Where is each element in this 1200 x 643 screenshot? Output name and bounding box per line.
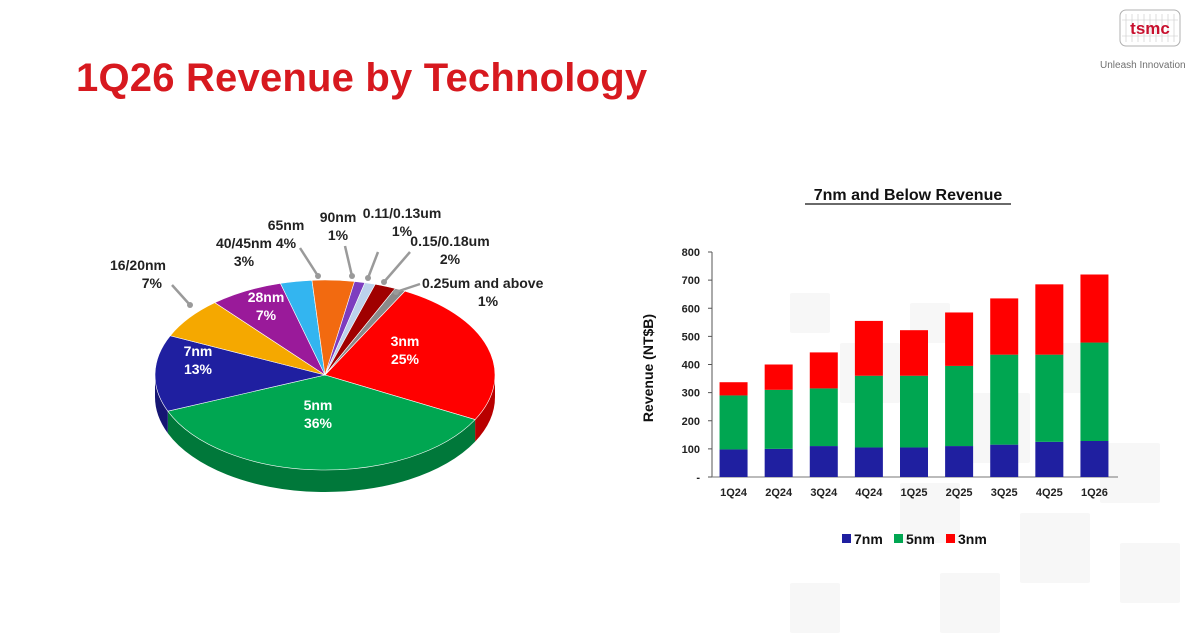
pie-slice-5nm <box>167 374 476 471</box>
bar-5nm-1q26 <box>1080 342 1109 441</box>
bar-3nm-4q24 <box>854 320 883 376</box>
logo-text: tsmc <box>1130 19 1170 38</box>
bar-5nm-4q25 <box>1035 354 1064 442</box>
bar-7nm-1q24 <box>719 449 748 477</box>
bar-7nm-4q24 <box>854 447 883 477</box>
bar-7nm-1q26 <box>1080 441 1109 477</box>
x-tick-label: 2Q24 <box>765 487 793 499</box>
bar-5nm-2q25 <box>945 365 974 447</box>
x-tick-label: 4Q25 <box>1036 487 1063 499</box>
pie-leader-0-11-0-13um <box>366 251 380 279</box>
pie-side-3nm <box>475 375 495 442</box>
bar-5nm-3q25 <box>990 354 1019 445</box>
bar-chart-title: 7nm and Below Revenue <box>814 187 1003 204</box>
x-tick-label: 2Q25 <box>946 487 973 499</box>
pie-leader-16-20nm <box>171 284 191 306</box>
pie-label-0-11-0-13um: 0.11/0.13um <box>363 205 442 221</box>
pie-value-3nm: 25% <box>391 351 420 367</box>
bar-3nm-3q25 <box>990 298 1019 355</box>
legend-label-7nm: 7nm <box>854 531 883 547</box>
pie-slice-7nm <box>154 335 326 412</box>
y-tick-label: - <box>696 472 700 484</box>
pie-label-90nm: 90nm <box>320 209 357 225</box>
pie-value-0-11-0-13um: 1% <box>392 223 413 239</box>
pie-leader-dot-16-20nm <box>187 302 193 308</box>
bar-7nm-2q25 <box>945 446 974 477</box>
pie-leader-dot-0-15-0-18um <box>381 279 387 285</box>
bar-7nm-4q25 <box>1035 441 1064 477</box>
pie-leader-90nm <box>343 245 354 277</box>
x-tick-label: 3Q24 <box>810 487 838 499</box>
pie-chart: 3nm 25% 5nm 36% 7nm 13% 16/20nm 7% 28nm 7% 40/45nm… <box>110 205 544 492</box>
pie-value-65nm: 4% <box>276 235 297 251</box>
bar-5nm-4q24 <box>854 375 883 448</box>
pie-label-65nm: 65nm <box>268 217 305 233</box>
bar-7nm-1q25 <box>900 447 928 477</box>
pie-side-7nm <box>155 375 168 434</box>
y-tick-label: 100 <box>682 444 700 456</box>
pie-label-7nm: 7nm <box>184 343 213 359</box>
bar-3nm-1q24 <box>719 382 748 396</box>
bar-5nm-3q24 <box>809 388 838 447</box>
y-tick-label: 700 <box>682 275 700 287</box>
pie-leader-dot-90nm <box>349 273 355 279</box>
page-title: 1Q26 Revenue by Technology <box>76 56 648 100</box>
pie-label-16-20nm: 16/20nm <box>110 257 166 273</box>
y-tick-label: 300 <box>682 388 700 400</box>
bar-3nm-2q24 <box>764 364 793 390</box>
legend-label-5nm: 5nm <box>906 531 935 547</box>
pie-leader-0-25um-and-above <box>395 282 421 294</box>
pie-leader-dot-0-25um-and-above <box>393 289 399 295</box>
y-tick-label: 600 <box>682 303 700 315</box>
x-tick-label: 1Q26 <box>1081 487 1108 499</box>
pie-side-5nm <box>167 411 476 492</box>
bar-3nm-1q26 <box>1080 274 1109 343</box>
x-tick-label: 1Q24 <box>720 487 748 499</box>
bar-5nm-1q25 <box>900 375 928 448</box>
tagline: Unleash Innovation <box>1100 60 1186 71</box>
bar-3nm-2q25 <box>945 312 974 366</box>
y-tick-label: 800 <box>682 247 700 259</box>
pie-label-0-25um-and-above: 0.25um and above <box>422 275 544 291</box>
y-tick-label: 500 <box>682 331 700 343</box>
legend-swatch-3nm <box>946 534 955 543</box>
pie-value-28nm: 7% <box>256 307 277 323</box>
y-tick-label: 200 <box>682 416 700 428</box>
pie-value-16-20nm: 7% <box>142 275 163 291</box>
x-tick-label: 4Q24 <box>855 487 883 499</box>
bar-3nm-1q25 <box>900 330 928 376</box>
pie-label-40-45nm: 40/45nm <box>216 235 272 251</box>
y-axis-label: Revenue (NT$B) <box>640 314 656 422</box>
pie-value-0-25um-and-above: 1% <box>478 293 499 309</box>
bar-3nm-4q25 <box>1035 284 1064 355</box>
pie-value-5nm: 36% <box>304 415 333 431</box>
bar-3nm-3q24 <box>809 352 838 389</box>
bar-5nm-1q24 <box>719 395 748 450</box>
pie-label-28nm: 28nm <box>248 289 285 305</box>
pie-value-90nm: 1% <box>328 227 349 243</box>
legend-swatch-7nm <box>842 534 851 543</box>
pie-leader-dot-65nm <box>315 273 321 279</box>
x-tick-label: 3Q25 <box>991 487 1018 499</box>
pie-leader-dot-0-11-0-13um <box>365 275 371 281</box>
bar-7nm-3q25 <box>990 444 1019 477</box>
pie-leader-65nm <box>298 247 320 277</box>
bar-7nm-2q24 <box>764 448 793 477</box>
pie-value-40-45nm: 3% <box>234 253 255 269</box>
stacked-bar-chart: 7nm and Below Revenue - 100 200 300 400 500 600… <box>640 187 1118 547</box>
tsmc-logo-icon: tsmc <box>1119 9 1181 47</box>
pie-leader-0-15-0-18um <box>383 251 411 283</box>
bar-7nm-3q24 <box>809 446 838 477</box>
x-tick-label: 1Q25 <box>901 487 928 499</box>
pie-label-0-15-0-18um: 0.15/0.18um <box>410 233 489 249</box>
pie-value-0-15-0-18um: 2% <box>440 251 461 267</box>
pie-label-3nm: 3nm <box>391 333 420 349</box>
legend-swatch-5nm <box>894 534 903 543</box>
y-tick-label: 400 <box>682 360 700 372</box>
pie-label-5nm: 5nm <box>304 397 333 413</box>
legend-label-3nm: 3nm <box>958 531 987 547</box>
bar-5nm-2q24 <box>764 389 793 449</box>
pie-value-7nm: 13% <box>184 361 213 377</box>
